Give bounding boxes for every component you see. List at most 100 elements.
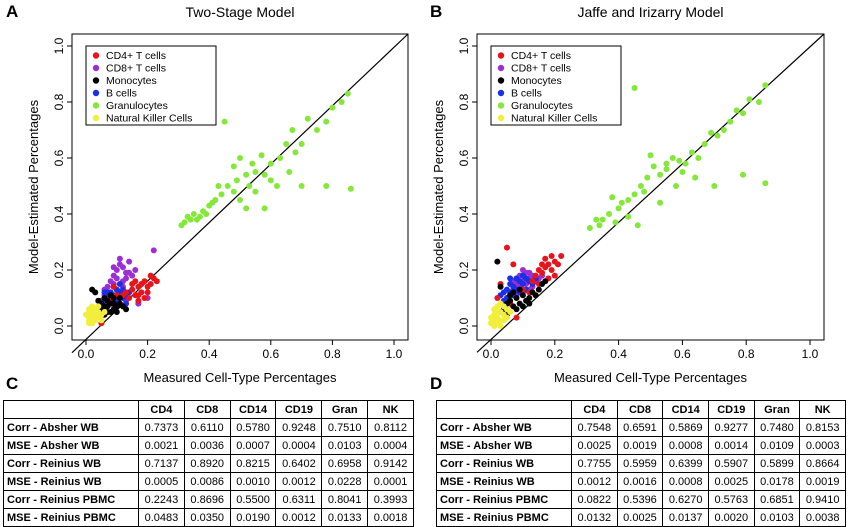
data-point-granulocytes — [586, 225, 593, 231]
table-row: Corr - Reinius PBMC 0.0822 0.5396 0.6270 0.5… — [436, 490, 846, 509]
data-point-granulocytes — [221, 118, 228, 125]
data-point-cd8-t-cells — [519, 267, 526, 273]
data-point-granulocytes — [323, 183, 330, 189]
data-point-cd4-t-cells — [554, 261, 561, 268]
table-cell: 0.0019 — [799, 472, 846, 491]
table-row: Corr - Reinius WB 0.7137 0.8920 0.8215 0.640… — [3, 454, 414, 473]
panel-letter-a: A — [6, 2, 19, 21]
x-tick-label: 0.8 — [324, 347, 341, 361]
data-point-monocytes — [526, 300, 533, 307]
data-point-granulocytes — [593, 216, 600, 223]
data-point-granulocytes — [740, 110, 747, 117]
legend-marker-granulocytes — [497, 102, 505, 109]
scatter-chart-jaffe-irizarry: Jaffe and Irizarry Model 0.0 0.2 0.4 0.6 0.8 1… — [431, 4, 825, 385]
data-point-granulocytes — [206, 202, 213, 209]
table-cell: 0.8696 — [183, 490, 231, 509]
data-point-granulocytes — [230, 163, 237, 170]
table-cell: 0.0103 — [321, 436, 369, 455]
data-point-natural-killer-cells — [92, 314, 99, 321]
plot-frame — [476, 33, 825, 341]
data-point-granulocytes — [733, 107, 740, 114]
data-point-granulocytes — [292, 149, 299, 156]
x-tick-label: 0.2 — [139, 347, 156, 361]
data-point-natural-killer-cells — [92, 309, 99, 315]
legend-label-cd4-t-cells: CD4+ T cells — [106, 50, 166, 62]
y-axis-label: Model-Estimated Percentages — [26, 99, 41, 274]
data-point-monocytes — [107, 292, 114, 299]
column-header: CD19 — [707, 400, 755, 419]
data-point-cd4-t-cells — [542, 255, 549, 262]
data-point-cd4-t-cells — [126, 295, 133, 301]
table-cell: 0.9277 — [707, 418, 755, 437]
data-point-granulocytes — [720, 127, 727, 133]
legend-marker-cd4-t-cells — [497, 52, 505, 59]
x-tick-label: 1.0 — [802, 347, 819, 361]
data-point-cd4-t-cells — [144, 289, 151, 296]
table-cell: 0.7548 — [571, 418, 618, 437]
data-point-cd8-t-cells — [113, 275, 120, 282]
table-cell: 0.3993 — [367, 490, 414, 509]
data-point-cd4-t-cells — [513, 314, 520, 321]
column-header: CD19 — [275, 400, 323, 419]
x-tick-label: 0.6 — [262, 347, 279, 361]
panel-letter-d: D — [430, 374, 443, 393]
data-point-monocytes — [513, 306, 520, 313]
data-point-granulocytes — [682, 160, 689, 167]
legend-label-monocytes: Monocytes — [511, 75, 562, 87]
data-point-cd4-t-cells — [494, 295, 501, 301]
table-cell: 0.6402 — [275, 454, 323, 473]
table-cell: 0.0038 — [799, 508, 846, 527]
table-cell: 0.5763 — [707, 490, 755, 509]
data-point-monocytes — [513, 295, 520, 301]
row-label: Corr - Reinius WB — [3, 454, 139, 473]
data-point-granulocytes — [676, 157, 683, 164]
table-cell: 0.0137 — [662, 508, 709, 527]
data-point-natural-killer-cells — [101, 309, 108, 315]
data-point-cd4-t-cells — [147, 272, 154, 279]
table-cell: 0.5500 — [229, 490, 277, 509]
y-tick-label: 0.2 — [52, 261, 66, 278]
data-point-granulocytes — [184, 213, 191, 220]
chart-title: Two-Stage Model — [186, 4, 295, 20]
table-cell: 0.8664 — [799, 454, 846, 473]
data-point-granulocytes — [200, 208, 207, 215]
data-point-granulocytes — [252, 169, 259, 175]
table-cell: 0.0822 — [571, 490, 618, 509]
data-point-granulocytes — [714, 132, 721, 139]
y-tick-label: 0.6 — [52, 149, 66, 166]
stats-table-two-stage: CD4 CD8 CD14 CD19 Gran NK Corr - Absher WB 0.73… — [3, 400, 414, 527]
data-point-granulocytes — [596, 222, 603, 229]
table-row: MSE - Absher WB 0.0021 0.0036 0.0007 0.0004 0… — [3, 436, 414, 455]
table-cell: 0.0190 — [229, 508, 277, 527]
row-label: Corr - Absher WB — [3, 418, 139, 437]
data-point-natural-killer-cells — [86, 320, 93, 327]
data-point-cd4-t-cells — [539, 269, 546, 276]
data-point-cd4-t-cells — [548, 267, 555, 273]
data-point-b-cells — [101, 289, 108, 296]
x-tick-label: 0.2 — [546, 347, 563, 361]
table-cell: 0.0109 — [753, 436, 801, 455]
table-row: MSE - Absher WB 0.0025 0.0019 0.0008 0.0014 0… — [436, 436, 846, 455]
table-cell: 0.0025 — [707, 472, 755, 491]
x-tick-label: 0.6 — [674, 347, 691, 361]
y-tick-label: 0.8 — [457, 93, 471, 110]
legend-marker-granulocytes — [92, 102, 100, 109]
table-row: MSE - Reinius PBMC 0.0483 0.0350 0.0190 0.00… — [3, 508, 414, 527]
data-point-granulocytes — [230, 188, 237, 195]
legend-marker-cd4-t-cells — [92, 52, 100, 59]
table-cell: 0.0178 — [753, 472, 801, 491]
data-point-b-cells — [507, 275, 514, 282]
y-tick-label: 0.0 — [457, 317, 471, 334]
data-point-cd8-t-cells — [150, 247, 157, 254]
data-point-granulocytes — [344, 90, 351, 97]
panel-letter-c: C — [6, 374, 19, 393]
column-header: CD14 — [662, 400, 709, 419]
chart-title: Jaffe and Irizarry Model — [577, 4, 723, 20]
x-tick-label: 0.0 — [483, 347, 500, 361]
y-tick-label: 0.8 — [52, 93, 66, 110]
y-axis-label: Model-Estimated Percentages — [431, 99, 446, 274]
data-point-granulocytes — [727, 118, 734, 125]
data-point-granulocytes — [634, 222, 641, 229]
data-point-granulocytes — [193, 216, 200, 223]
table-cell: 0.0003 — [799, 436, 846, 455]
